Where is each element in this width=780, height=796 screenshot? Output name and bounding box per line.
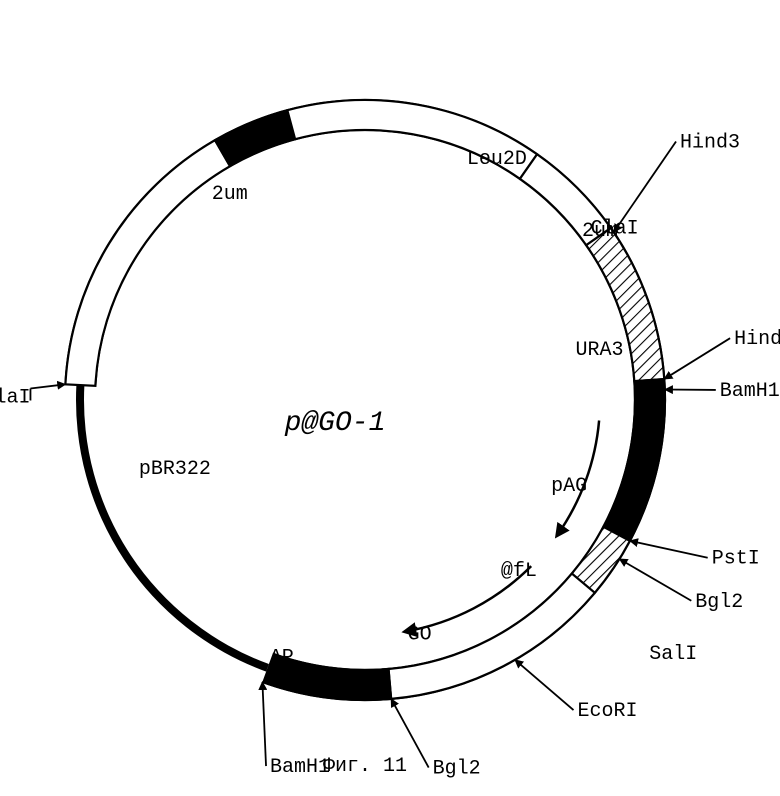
site-tick-PstI-4 [630, 541, 708, 558]
site-label-Hind3-0: Hind3 [680, 132, 740, 155]
segment-label-URA3: URA3 [576, 339, 624, 362]
site-label-PstI-4: PstI [712, 548, 760, 571]
site-label-Bgl2-5: Bgl2 [695, 591, 743, 614]
site-tick-ClaI-10 [30, 384, 65, 400]
segment-pAG [603, 379, 665, 541]
site-label-EcoRI-7: EcoRI [578, 700, 638, 723]
site-label-BamH1-3: BamH1 [720, 380, 780, 403]
segment-2um [65, 140, 230, 386]
figure-caption: Фиг. 11 [323, 755, 407, 778]
segment-label-Leu2D: Leu2D [467, 148, 527, 171]
site-label-Hind3-2: Hind3 [734, 328, 780, 351]
segment-label-2um: 2um [212, 183, 248, 206]
segment-seg7 [215, 110, 295, 166]
site-label-BamH1-9: BamH1 [270, 756, 330, 779]
plasmid-name: p@GO-1 [284, 408, 386, 439]
segment-label-pAG: pAG [551, 475, 587, 498]
site-tick-Hind3-2 [664, 338, 730, 379]
segment-label-@fL: @fL [501, 560, 537, 583]
site-tick-BamH1-9 [262, 682, 266, 766]
site-label-ClaI-10: ClaI [0, 386, 30, 409]
site-tick-Bgl2-5 [619, 559, 691, 601]
plasmid-map: URA3pAG@fLGOtGAPpBR3222umLeu2D2umHind3Cl… [0, 0, 780, 796]
segment-label-pBR322: pBR322 [139, 458, 211, 481]
site-label-Bgl2-8: Bgl2 [433, 758, 481, 781]
site-label-SalI-6: SalI [649, 643, 697, 666]
site-label-ClaI-1: ClaI [591, 217, 639, 240]
site-tick-EcoRI-7 [515, 660, 574, 710]
